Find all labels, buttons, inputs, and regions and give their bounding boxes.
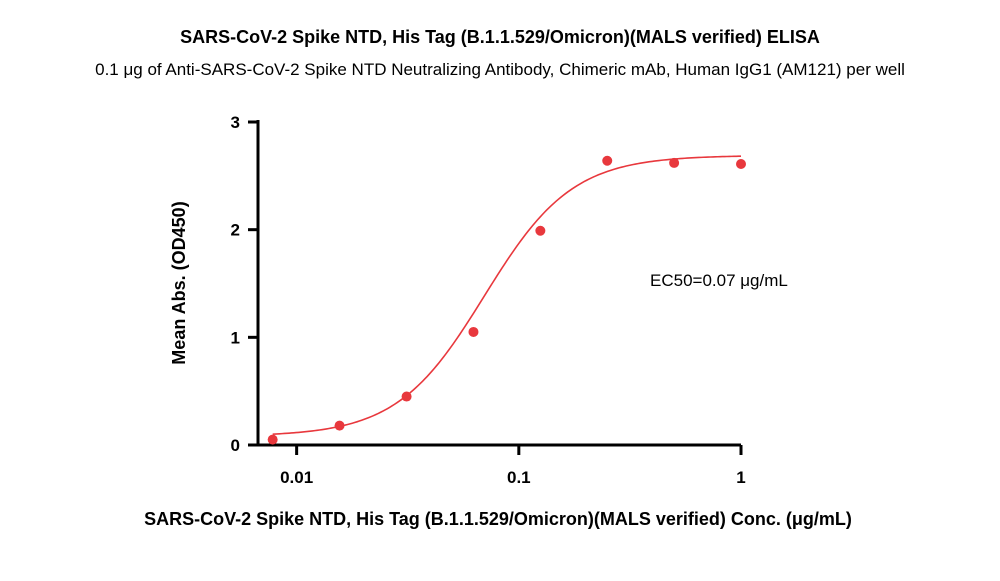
axes xyxy=(256,120,741,447)
axis-ticks: 0 1 2 3 0.01 0.1 1 xyxy=(231,113,746,487)
chart-title: SARS-CoV-2 Spike NTD, His Tag (B.1.1.529… xyxy=(180,27,820,47)
data-point xyxy=(267,434,278,445)
y-tick-label: 1 xyxy=(231,328,240,347)
x-tick-label: 1 xyxy=(736,468,745,487)
chart-subtitle: 0.1 μg of Anti-SARS-CoV-2 Spike NTD Neut… xyxy=(95,60,905,79)
ec50-annotation: EC50=0.07 μg/mL xyxy=(650,271,788,290)
data-point xyxy=(535,225,546,236)
data-points xyxy=(267,155,746,445)
y-axis-title: Mean Abs. (OD450) xyxy=(169,201,189,364)
y-tick-label: 2 xyxy=(231,221,240,240)
data-point xyxy=(669,157,680,168)
data-point xyxy=(468,326,479,337)
y-tick-label: 3 xyxy=(231,113,240,132)
x-tick-label: 0.1 xyxy=(507,468,531,487)
x-axis-title: SARS-CoV-2 Spike NTD, His Tag (B.1.1.529… xyxy=(144,509,852,529)
data-point xyxy=(334,420,345,431)
data-point xyxy=(602,155,613,166)
x-tick-label: 0.01 xyxy=(280,468,313,487)
y-tick-label: 0 xyxy=(231,436,240,455)
data-point xyxy=(736,158,746,169)
fit-curve xyxy=(272,155,742,435)
data-point xyxy=(401,391,412,402)
